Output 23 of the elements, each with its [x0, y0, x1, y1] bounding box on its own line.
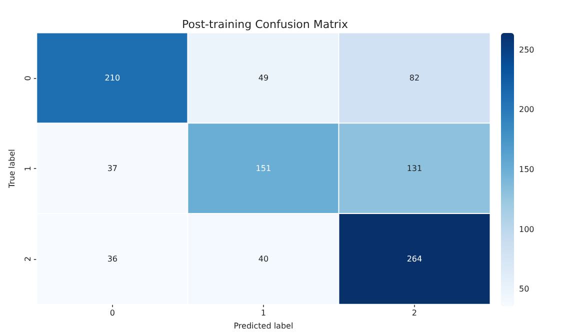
x-tick-label: 1: [260, 308, 266, 318]
x-tick-label: 2: [412, 308, 418, 318]
data-label: 151: [256, 164, 272, 174]
chart-title: Post-training Confusion Matrix: [182, 18, 348, 31]
color-bar-label: 100: [519, 224, 534, 234]
x-tick-label: 0: [110, 308, 115, 318]
y-axis-title: True label: [8, 149, 16, 189]
data-label: 210: [104, 74, 120, 83]
x-axis-title: Predicted label: [234, 322, 294, 330]
y-tick-label: 0: [23, 76, 32, 81]
data-label: 37: [107, 164, 118, 174]
y-tick-label: 1: [23, 166, 32, 172]
data-label: 82: [409, 74, 420, 83]
color-bar-label: 250: [519, 45, 534, 54]
data-label: 131: [406, 164, 422, 174]
data-label: 49: [258, 74, 269, 83]
color-bar-label: 200: [519, 105, 534, 114]
data-label: 36: [107, 254, 118, 264]
data-label: 40: [258, 254, 269, 264]
data-label: 264: [406, 254, 422, 264]
y-tick-label: 2: [23, 256, 32, 262]
color-bar-label: 50: [519, 284, 530, 294]
color-bar-label: 150: [519, 165, 534, 174]
